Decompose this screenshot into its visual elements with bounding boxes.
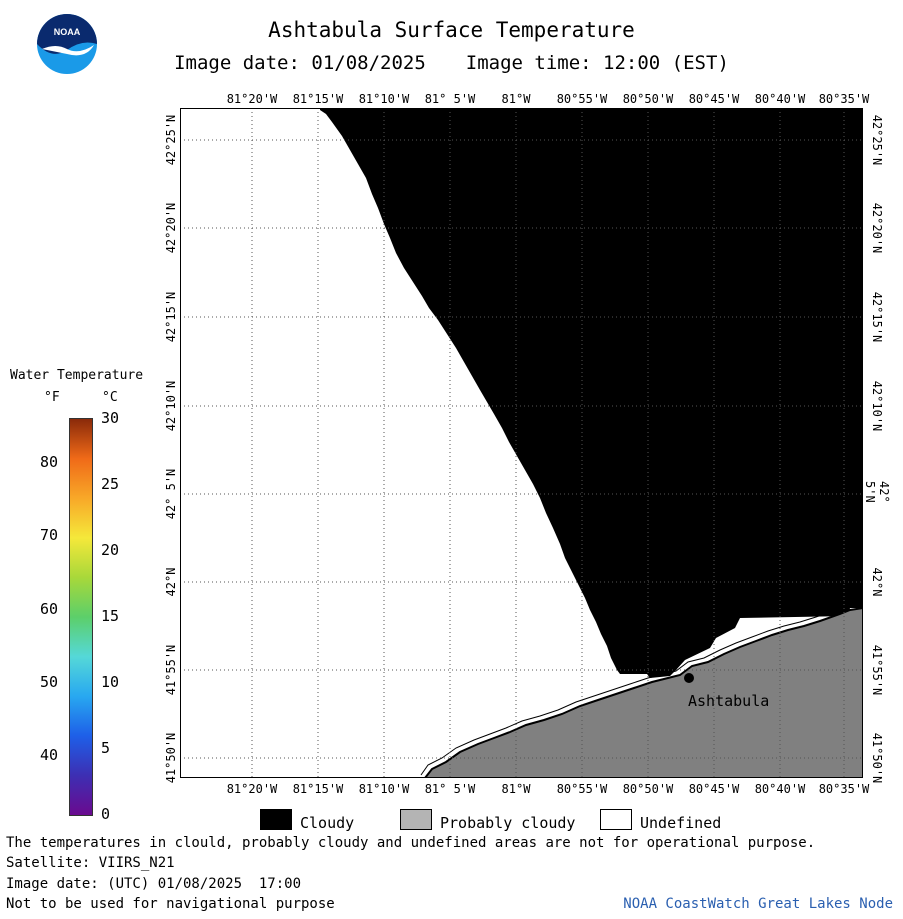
unit-fahrenheit: °F xyxy=(44,390,60,405)
longitude-label-top: 80°50'W xyxy=(622,92,674,106)
fahrenheit-tick-label: 50 xyxy=(40,673,59,691)
longitude-label-bottom: 80°50'W xyxy=(622,782,674,796)
celsius-tick-label: 10 xyxy=(101,673,120,691)
latitude-label-right: 42°10'N xyxy=(870,380,884,432)
longitude-label-top: 81°20'W xyxy=(226,92,278,106)
celsius-tick-label: 25 xyxy=(101,475,120,493)
longitude-label-bottom: 81° 5'W xyxy=(424,782,476,796)
logo-text: NOAA xyxy=(54,27,81,37)
latitude-label-left: 41°50'N xyxy=(164,732,178,784)
shoreline xyxy=(424,607,863,778)
longitude-label-top: 81°10'W xyxy=(358,92,410,106)
latitude-label-left: 42°15'N xyxy=(164,291,178,343)
fahrenheit-tick-label: 70 xyxy=(40,526,59,545)
longitude-label-top: 80°45'W xyxy=(688,92,740,106)
fahrenheit-tick-label: 60 xyxy=(40,599,59,618)
land-area xyxy=(425,608,863,778)
latitude-label-left: 42°25'N xyxy=(164,114,178,166)
surface-temperature-map: Ashtabula xyxy=(180,108,863,778)
key-label: Cloudy xyxy=(300,814,355,832)
ashtabula-marker xyxy=(684,673,694,683)
longitude-label-bottom: 80°45'W xyxy=(688,782,740,796)
unit-celsius: °C xyxy=(102,390,118,405)
celsius-tick-label: 0 xyxy=(101,805,111,823)
key-label: Undefined xyxy=(640,814,722,832)
latitude-label-right: 42° 5'N xyxy=(863,481,891,503)
celsius-tick-label: 15 xyxy=(101,607,120,625)
latitude-label-right: 42°N xyxy=(870,567,884,597)
map-title: Ashtabula Surface Temperature xyxy=(268,18,635,42)
longitude-label-bottom: 81°W xyxy=(501,782,531,796)
celsius-tick-label: 5 xyxy=(101,739,111,757)
ashtabula-label: Ashtabula xyxy=(688,692,769,710)
key-label: Probably cloudy xyxy=(440,814,576,832)
footer-credit: NOAA CoastWatch Great Lakes Node xyxy=(623,896,893,912)
latitude-label-right: 42°25'N xyxy=(870,114,884,166)
image-time: Image time: 12:00 (EST) xyxy=(465,52,729,74)
longitude-label-bottom: 81°10'W xyxy=(358,782,410,796)
latitude-label-left: 42°N xyxy=(164,567,178,597)
map-subtitle: Image date: 01/08/2025 Image time: 12:00 … xyxy=(0,52,903,74)
longitude-label-bottom: 80°40'W xyxy=(754,782,806,796)
longitude-label-bottom: 81°20'W xyxy=(226,782,278,796)
legend-title: Water Temperature xyxy=(10,368,144,383)
footer-note: The temperatures in clould, probably clo… xyxy=(6,835,816,851)
longitude-label-top: 81° 5'W xyxy=(424,92,476,106)
longitude-label-top: 80°35'W xyxy=(818,92,870,106)
latitude-label-left: 41°55'N xyxy=(164,644,178,696)
footer-satellite: Satellite: VIIRS_N21 xyxy=(6,855,175,871)
temperature-colorbar xyxy=(69,418,93,816)
cloud-area xyxy=(320,108,863,678)
shoreline-outer xyxy=(420,603,863,776)
key-swatch-cloudy xyxy=(260,809,292,830)
longitude-label-top: 81°15'W xyxy=(292,92,344,106)
longitude-label-bottom: 81°15'W xyxy=(292,782,344,796)
longitude-label-top: 81°W xyxy=(501,92,531,106)
longitude-label-bottom: 80°55'W xyxy=(556,782,608,796)
fahrenheit-tick-label: 40 xyxy=(40,746,59,765)
latitude-label-right: 42°20'N xyxy=(870,202,884,254)
footer-utc-date: Image date: (UTC) 01/08/2025 17:00 xyxy=(6,876,302,892)
latitude-label-right: 41°50'N xyxy=(870,732,884,784)
longitude-label-top: 80°55'W xyxy=(556,92,608,106)
image-date: Image date: 01/08/2025 xyxy=(174,52,426,74)
map-frame xyxy=(180,108,863,778)
latitude-label-right: 42°15'N xyxy=(870,291,884,343)
celsius-tick-label: 20 xyxy=(101,541,120,559)
footer-navigation-warning: Not to be used for navigational purpose xyxy=(6,896,335,912)
latitude-label-left: 42°10'N xyxy=(164,380,178,432)
longitude-label-bottom: 80°35'W xyxy=(818,782,870,796)
noaa-logo: NOAA xyxy=(37,14,97,74)
latitude-label-left: 42°20'N xyxy=(164,202,178,254)
fahrenheit-tick-label: 80 xyxy=(40,453,59,471)
latitude-label-right: 41°55'N xyxy=(870,644,884,696)
celsius-tick-label: 30 xyxy=(101,409,120,427)
latitude-label-left: 42° 5'N xyxy=(164,468,178,520)
longitude-label-top: 80°40'W xyxy=(754,92,806,106)
key-swatch-undefined xyxy=(600,809,632,830)
key-swatch-probably-cloudy xyxy=(400,809,432,830)
